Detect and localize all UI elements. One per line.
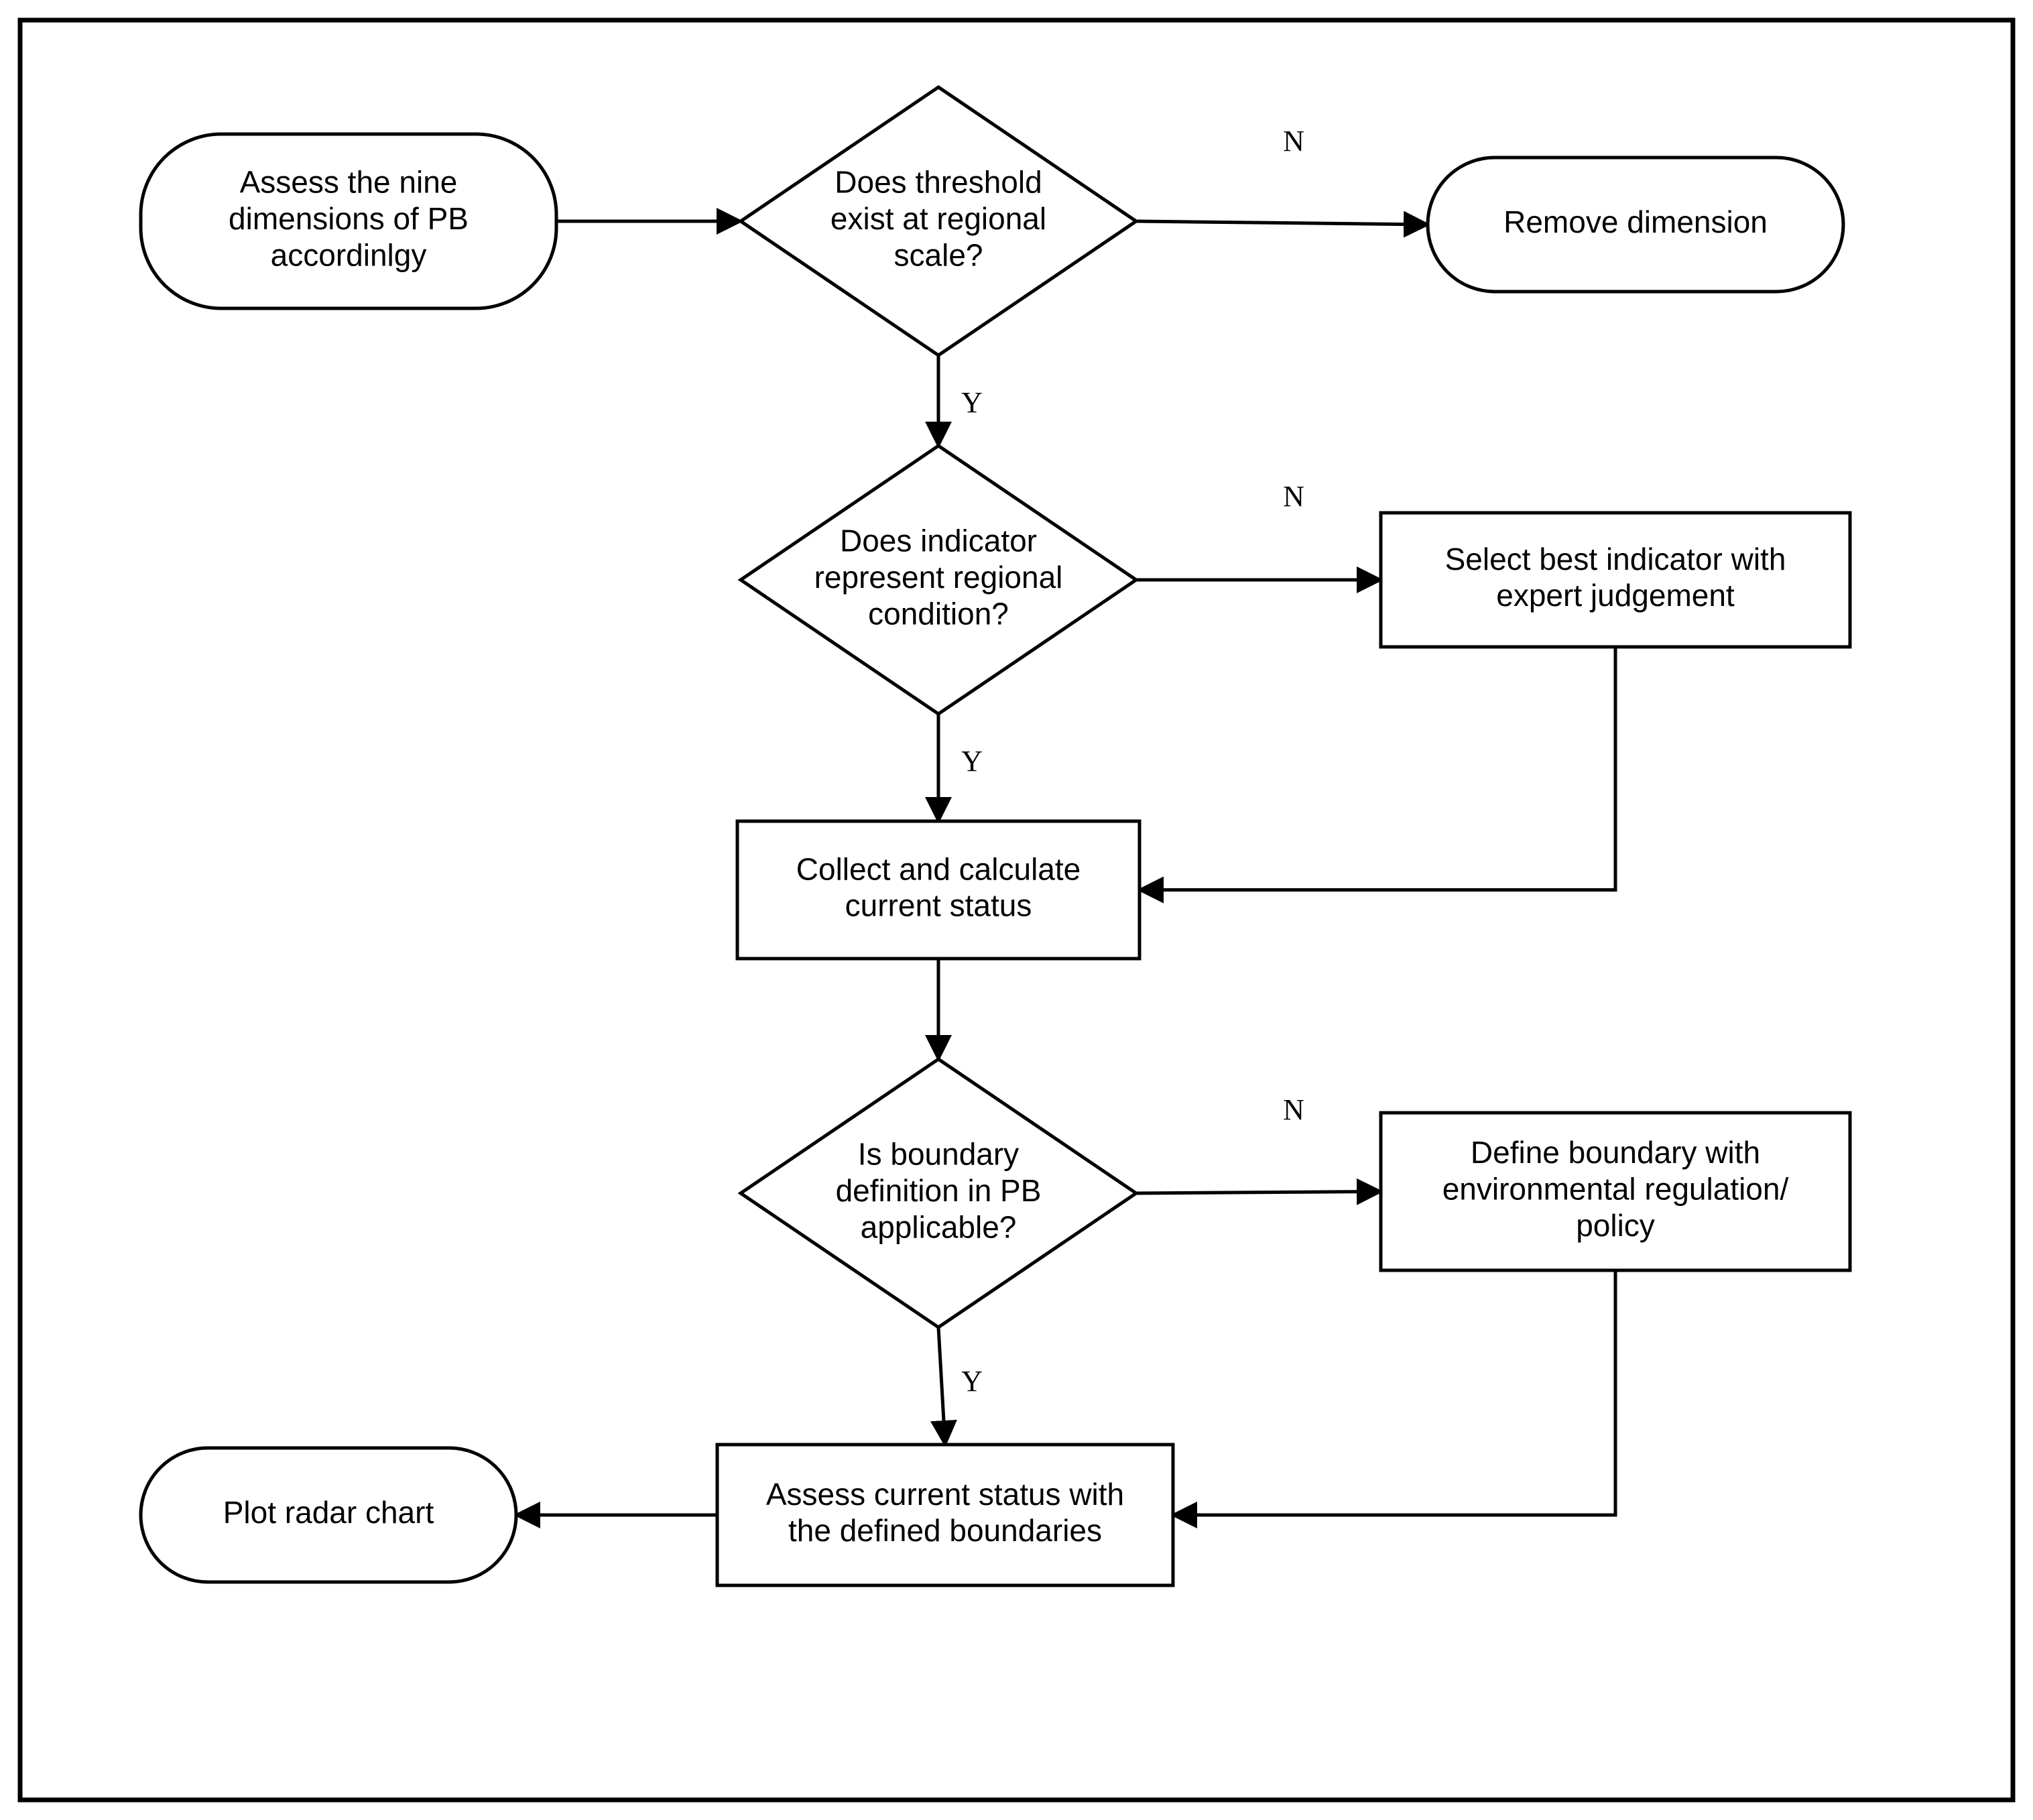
edge-boundary-assesscurrent xyxy=(938,1327,945,1445)
edge-boundary-define xyxy=(1136,1192,1381,1194)
edge-label-indicator-selectbest: N xyxy=(1283,480,1304,513)
flowchart-canvas: NYNYNYAssess the ninedimensions of PBacc… xyxy=(0,0,2033,1820)
edge-label-indicator-collect: Y xyxy=(961,745,983,778)
edge-thresh-remove xyxy=(1136,221,1428,225)
edge-label-boundary-assesscurrent: Y xyxy=(961,1365,983,1398)
node-text-remove: Remove dimension xyxy=(1503,204,1768,239)
edge-label-boundary-define: N xyxy=(1283,1093,1304,1126)
node-text-plot: Plot radar chart xyxy=(223,1495,434,1530)
edge-define-assesscurrent xyxy=(1173,1270,1615,1515)
edge-selectbest-collect xyxy=(1139,647,1615,890)
edge-label-thresh-indicator: Y xyxy=(961,386,983,419)
edge-label-thresh-remove: N xyxy=(1283,125,1304,158)
node-text-boundary: Is boundarydefinition in PBapplicable? xyxy=(836,1137,1042,1245)
